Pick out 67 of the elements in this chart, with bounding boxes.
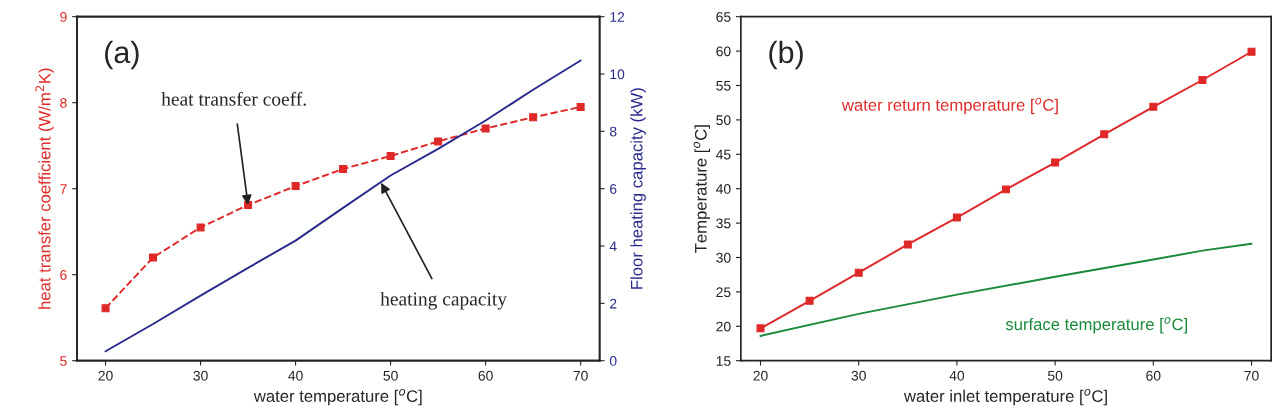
point <box>903 240 912 249</box>
point <box>854 268 863 277</box>
point <box>805 296 814 305</box>
y-tick-label: 20 <box>716 321 731 332</box>
point <box>952 213 961 222</box>
x-tick-label: 60 <box>1146 370 1161 381</box>
x-tick-label: 40 <box>949 370 965 381</box>
y-tick-label: 60 <box>716 46 731 57</box>
y2-tick-label: 4 <box>609 241 617 252</box>
x-tick-label: 50 <box>1047 370 1063 381</box>
y-tick-label: 30 <box>716 252 731 263</box>
y-tick-label: 9 <box>60 12 67 22</box>
y2-tick-label: 0 <box>609 356 617 366</box>
point <box>101 304 110 313</box>
annotation: heating capacity <box>380 291 507 310</box>
y-tick-label: 15 <box>716 356 731 366</box>
point <box>576 102 585 111</box>
y2-tick-label: 12 <box>610 12 625 22</box>
point <box>1198 75 1207 84</box>
y-tick-label: 50 <box>716 115 731 126</box>
annotation: (a) <box>105 40 139 70</box>
y-tick-label: 35 <box>716 218 731 229</box>
y-tick-label: 25 <box>716 287 731 298</box>
y-axis-title: heat transfer coefficient (W/m$^{2}$K) <box>35 68 54 309</box>
y2-tick-label: 2 <box>610 298 617 309</box>
point <box>1247 47 1256 56</box>
point <box>1149 102 1158 111</box>
point <box>339 164 348 173</box>
y-tick-label: 8 <box>60 98 67 108</box>
x-tick-label: 20 <box>753 370 768 381</box>
x-axis-title: water inlet temperature [$^{o}$C] <box>903 388 1107 406</box>
x-axis-title: water temperature [$^{o}$C] <box>253 388 422 406</box>
point <box>386 152 395 160</box>
text: water return temperature [$^{o}$C] <box>841 97 1058 115</box>
point <box>1002 185 1011 194</box>
x-tick-label: 40 <box>288 370 303 381</box>
point <box>434 137 443 146</box>
x-tick-label: 20 <box>98 370 113 381</box>
y-axis-title: Temperature [$^{o}$C] <box>693 125 711 253</box>
annotation: heat transfer coeff. <box>161 91 306 106</box>
x-tick-label: 30 <box>193 370 208 381</box>
x-tick-label: 50 <box>383 370 398 381</box>
point <box>291 182 300 191</box>
y-tick-label: 5 <box>60 356 67 366</box>
point <box>1051 158 1060 167</box>
x-tick-label: 70 <box>573 370 588 381</box>
y2-axis-title: Floor heating capacity (kW) <box>630 88 646 289</box>
y-tick-label: 65 <box>716 12 731 22</box>
point <box>196 223 205 232</box>
x-tick-label: 70 <box>1244 370 1259 381</box>
y-tick-label: 55 <box>716 80 731 91</box>
x-tick-label: 60 <box>478 370 493 381</box>
y2-tick-label: 8 <box>609 126 617 137</box>
point <box>1100 130 1109 139</box>
point <box>481 124 490 133</box>
y-tick-label: 6 <box>60 270 67 280</box>
y2-tick-label: 10 <box>610 69 625 80</box>
point <box>529 113 538 122</box>
annotation: (b) <box>769 40 803 70</box>
x-tick-label: 30 <box>851 370 866 381</box>
y2-tick-label: 6 <box>610 184 617 194</box>
y-tick-label: 40 <box>716 184 731 194</box>
y-tick-label: 45 <box>716 149 731 160</box>
series-label: surface temperature [$^{o}$C] <box>1005 317 1187 334</box>
line-series <box>759 242 1253 337</box>
point <box>756 324 765 333</box>
y-tick-label: 7 <box>60 184 67 194</box>
